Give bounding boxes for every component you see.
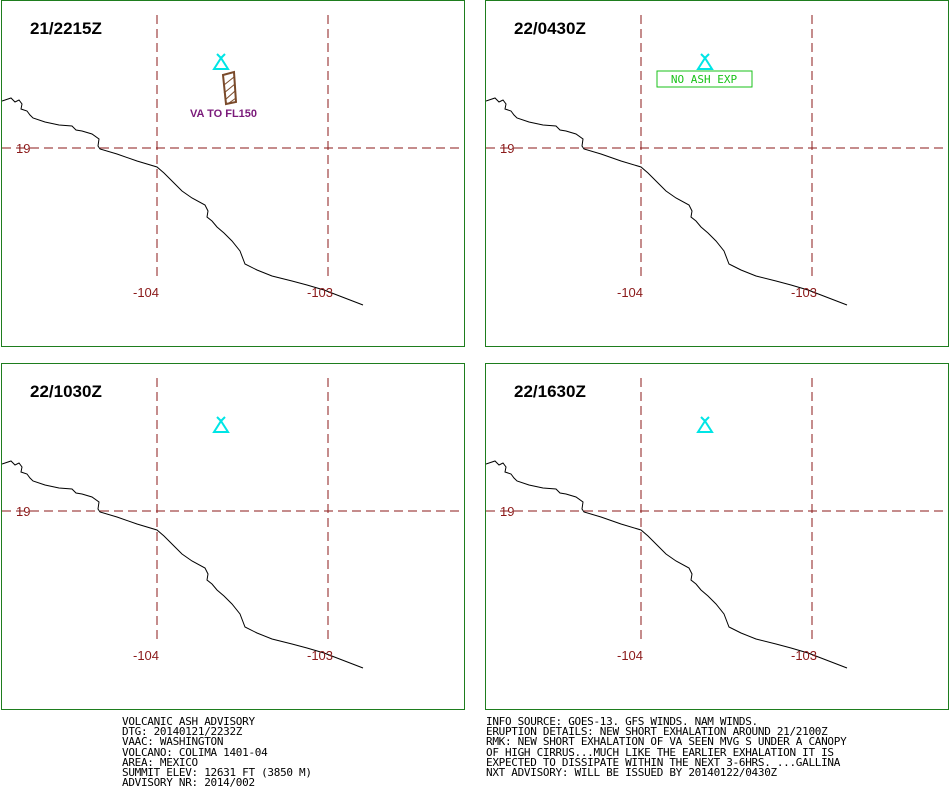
longitude-label: -104 (617, 648, 643, 663)
advisory-line: SUMMIT ELEV: 12631 FT (3850 M) (122, 766, 312, 780)
longitude-label: -103 (791, 648, 817, 663)
forecast-panel-4: 19 -104 -103 22/1630Z (485, 363, 949, 710)
map-canvas: 19 -104 -103 VA TO FL150 (2, 15, 464, 306)
advisory-line: VOLCANO: COLIMA 1401-04 (122, 745, 268, 759)
advisory-line: INFO SOURCE: GOES-13. GFS WINDS. NAM WIN… (486, 715, 758, 728)
volcano-icon (212, 416, 230, 433)
longitude-label: -103 (307, 285, 333, 300)
coastline (486, 97, 848, 306)
longitude-label: -104 (617, 285, 643, 300)
longitude-label: -103 (307, 648, 333, 663)
longitude-label: -104 (133, 648, 159, 663)
coastline (2, 460, 364, 669)
panel-time: 22/1630Z (514, 382, 586, 401)
advisory-header-text: VOLCANIC ASH ADVISORY DTG: 20140121/2232Z… (122, 715, 312, 790)
latitude-label: 19 (16, 141, 30, 156)
map-canvas: 19 -104 -103 (486, 378, 948, 669)
no-ash-label: NO ASH EXP (671, 73, 738, 86)
latitude-label: 19 (500, 141, 514, 156)
advisory-line: RMK: NEW SHORT EXHALATION OF VA SEEN MVG… (486, 735, 847, 749)
forecast-panel-2: 19 -104 -103 NO ASH EXP 22/0430Z (485, 0, 949, 347)
coastline (486, 460, 848, 669)
advisory-details-text: INFO SOURCE: GOES-13. GFS WINDS. NAM WIN… (486, 715, 847, 780)
volcano-icon (212, 53, 230, 70)
forecast-panel-1: 19 -104 -103 VA TO FL150 21/2215Z (1, 0, 465, 347)
advisory-line: ADVISORY NR: 2014/002 (122, 776, 255, 790)
ash-level-label: VA TO FL150 (190, 108, 257, 120)
map-canvas: 19 -104 -103 (2, 378, 464, 669)
advisory-line: EXPECTED TO DISSIPATE WITHIN THE NEXT 3-… (486, 755, 841, 769)
longitude-label: -104 (133, 285, 159, 300)
advisory-line: OF HIGH CIRRUS...MUCH LIKE THE EARLIER E… (486, 745, 834, 759)
latitude-label: 19 (16, 504, 30, 519)
ash-cloud-area (221, 70, 238, 106)
latitude-label: 19 (500, 504, 514, 519)
volcano-icon (696, 53, 714, 70)
no-ash-box (656, 70, 753, 88)
volcano-icon (696, 416, 714, 433)
advisory-line: VOLCANIC ASH ADVISORY (122, 715, 255, 728)
map-canvas: 19 -104 -103 NO ASH EXP (486, 15, 948, 306)
advisory-line: ERUPTION DETAILS: NEW SHORT EXHALATION A… (486, 725, 828, 739)
advisory-line: AREA: MEXICO (122, 755, 198, 769)
advisory-line: VAAC: WASHINGTON (122, 735, 224, 749)
longitude-label: -103 (791, 285, 817, 300)
advisory-line: DTG: 20140121/2232Z (122, 725, 243, 739)
ash-hatching (223, 76, 237, 104)
advisory-line: NXT ADVISORY: WILL BE ISSUED BY 20140122… (486, 766, 777, 780)
coastline (2, 97, 364, 306)
forecast-panel-3: 19 -104 -103 22/1030Z (1, 363, 465, 710)
panel-time: 22/0430Z (514, 19, 586, 38)
panel-time: 21/2215Z (30, 19, 102, 38)
panel-time: 22/1030Z (30, 382, 102, 401)
